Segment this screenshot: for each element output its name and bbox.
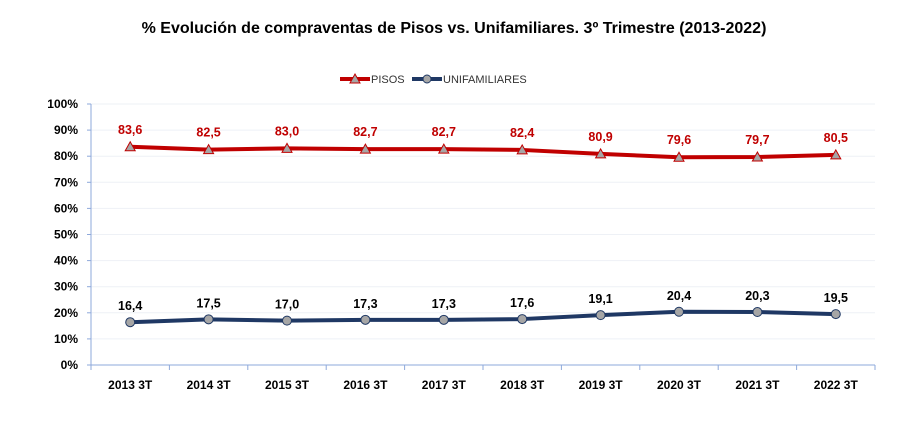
data-label: 82,7: [432, 125, 456, 139]
data-label: 17,3: [353, 297, 377, 311]
data-label: 82,4: [510, 126, 534, 140]
x-tick-label: 2022 3T: [814, 378, 859, 392]
series-line: [130, 309, 836, 325]
x-tick-label: 2019 3T: [579, 378, 624, 392]
legend: PISOS UNIFAMILIARES: [340, 72, 527, 86]
y-tick-label: 20%: [54, 306, 78, 320]
data-label: 80,5: [824, 131, 848, 145]
data-point: [751, 150, 764, 162]
data-point: [595, 310, 606, 321]
data-point: [752, 307, 763, 318]
data-label: 83,6: [118, 123, 142, 137]
y-tick-label: 40%: [54, 254, 78, 268]
data-label: 17,0: [275, 298, 299, 312]
x-tick-label: 2017 3T: [422, 378, 467, 392]
data-label: 79,7: [745, 133, 769, 147]
data-point: [281, 142, 293, 153]
y-tick-label: 70%: [54, 175, 78, 189]
y-tick-label: 50%: [54, 228, 78, 242]
y-tick-label: 80%: [54, 149, 78, 163]
data-point: [594, 147, 607, 159]
data-label: 20,4: [667, 289, 691, 303]
series-line: [130, 144, 836, 160]
circle-marker-icon: [422, 74, 432, 84]
legend-label: PISOS: [371, 74, 405, 86]
data-label: 82,7: [353, 125, 377, 139]
data-point: [674, 306, 684, 317]
x-tick-label: 2013 3T: [108, 378, 153, 392]
data-point: [359, 143, 372, 154]
data-label: 19,5: [824, 291, 848, 305]
data-point: [438, 314, 449, 325]
y-tick-label: 90%: [54, 123, 78, 137]
series-unifamiliares: 16,4 17,5 17,0 17,3 17,3 17,6 19,1 20,4 20,3 19,5: [118, 289, 848, 328]
x-tick-label: 2014 3T: [187, 378, 232, 392]
data-label: 79,6: [667, 133, 691, 147]
y-tick-label: 100%: [47, 97, 78, 111]
data-point: [125, 317, 136, 328]
data-point: [517, 314, 528, 325]
x-tick-label: 2021 3T: [735, 378, 780, 392]
x-tick-label: 2015 3T: [265, 378, 310, 392]
y-tick-label: 0%: [61, 358, 79, 372]
y-tick-label: 10%: [54, 332, 78, 346]
legend-item-unifamiliares: UNIFAMILIARES: [412, 74, 527, 86]
data-point: [360, 314, 371, 325]
series-pisos: 83,6 82,5 83,0 82,7 82,7 82,4 80,9 79,6 79,7 80,5: [118, 123, 848, 162]
data-point: [673, 151, 685, 162]
data-label: 19,1: [588, 292, 612, 306]
data-point: [829, 148, 842, 160]
y-tick-label: 30%: [54, 280, 78, 294]
data-label: 80,9: [588, 130, 612, 144]
data-label: 82,5: [196, 126, 220, 140]
x-tick-label: 2016 3T: [343, 378, 388, 392]
data-label: 20,3: [745, 289, 769, 303]
data-point: [437, 143, 450, 154]
data-point: [202, 143, 215, 155]
chart-title: % Evolución de compraventas de Pisos vs.…: [142, 20, 767, 37]
x-tick-label: 2020 3T: [657, 378, 702, 392]
data-point: [282, 315, 292, 326]
legend-item-pisos: PISOS: [340, 72, 405, 86]
y-tick-label: 60%: [54, 201, 78, 215]
data-label: 17,5: [196, 296, 220, 310]
triangle-marker-icon: [349, 72, 361, 84]
data-point: [516, 143, 529, 155]
data-label: 17,6: [510, 296, 534, 310]
legend-label: UNIFAMILIARES: [443, 74, 527, 86]
data-point: [830, 309, 841, 320]
x-tick-label: 2018 3T: [500, 378, 545, 392]
data-point: [124, 140, 137, 152]
data-label: 16,4: [118, 299, 142, 313]
data-label: 83,0: [275, 124, 299, 138]
data-label: 17,3: [432, 297, 456, 311]
data-point: [203, 314, 214, 325]
